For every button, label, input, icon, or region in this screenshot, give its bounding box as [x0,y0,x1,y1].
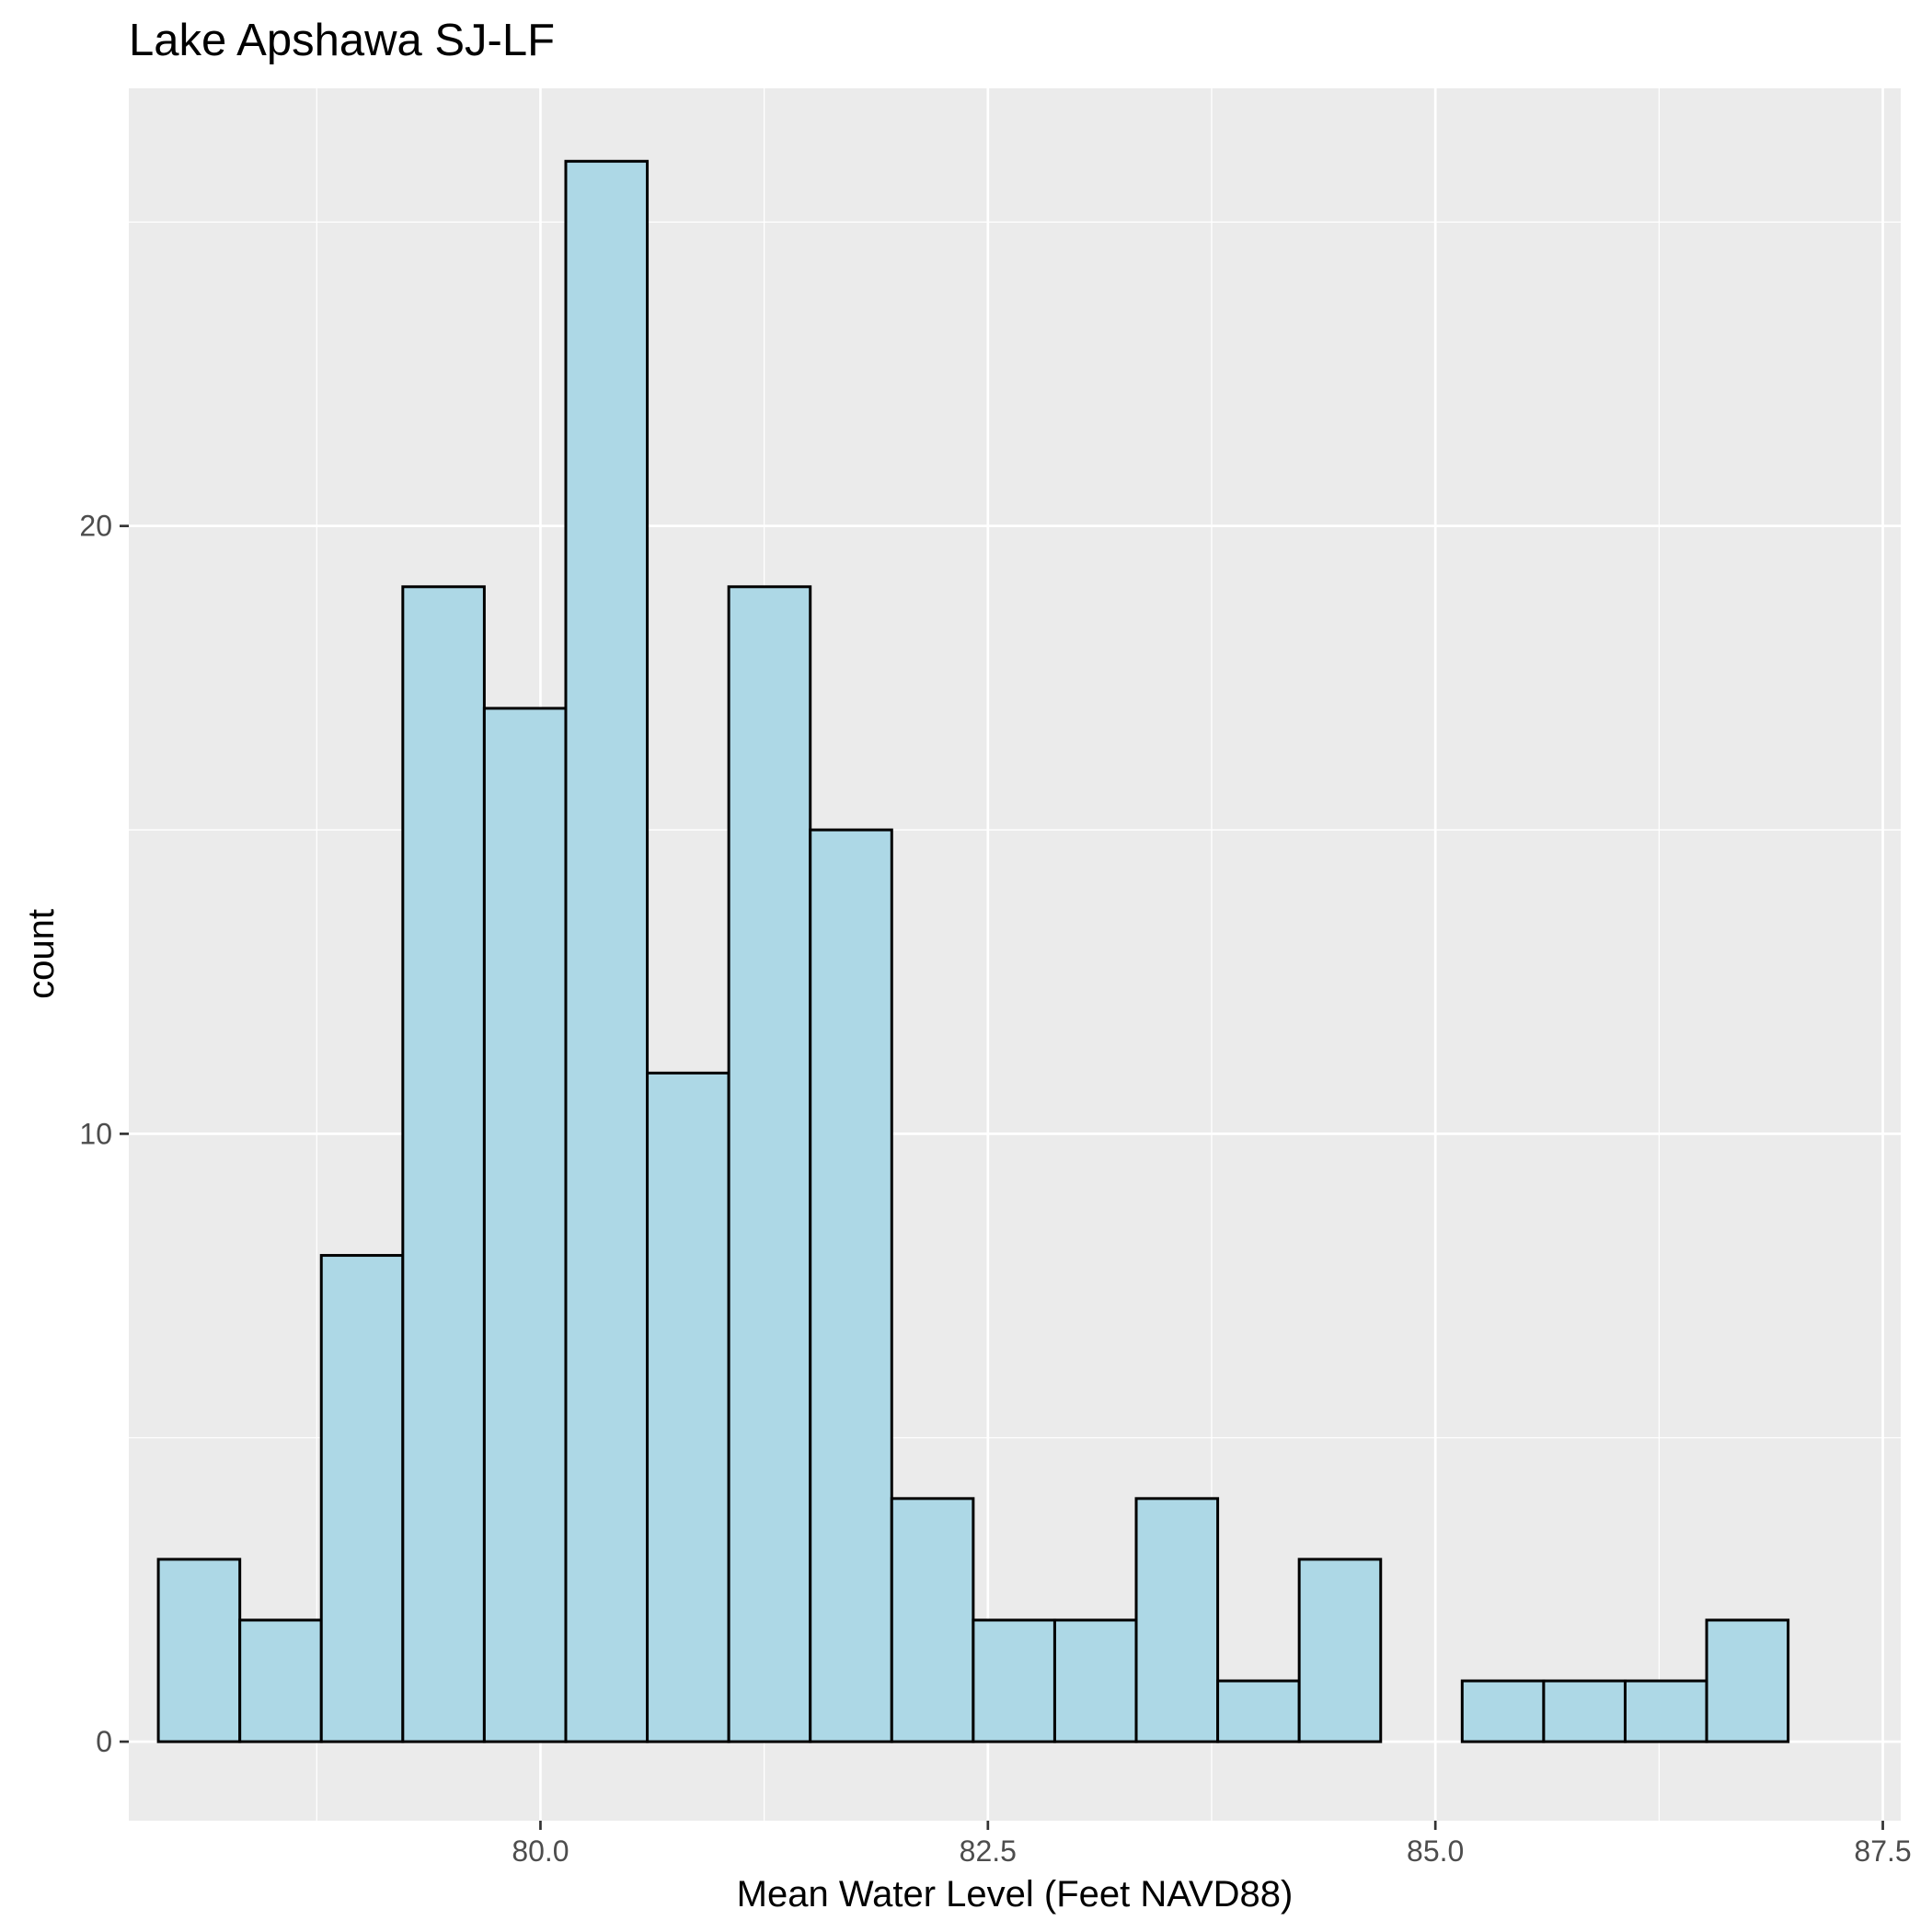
x-axis-title: Mean Water Level (Feet NAVD88) [737,1874,1294,1915]
x-axis: 80.0 82.5 85.0 87.5 [512,1821,1912,1868]
histogram-bar [1134,1497,1220,1743]
histogram-bars [156,159,1790,1743]
histogram-bar [1542,1679,1627,1743]
histogram-bar [319,1254,405,1743]
histogram-bar [1623,1679,1708,1743]
histogram-bar [1705,1618,1790,1743]
y-tick-label: 0 [96,1725,112,1758]
histogram-bar [972,1618,1056,1743]
y-tick-label: 20 [79,510,112,543]
histogram-bar [1297,1558,1383,1743]
histogram-bar [1216,1679,1301,1743]
y-axis: 0 10 20 [79,510,129,1758]
x-tick-label: 80.0 [512,1834,569,1868]
histogram-bar [1052,1618,1138,1743]
y-axis-title: count [21,909,62,999]
histogram-bar [727,585,812,1743]
x-tick-label: 85.0 [1407,1834,1464,1868]
chart-title: Lake Apshawa SJ-LF [129,16,555,65]
x-tick-label: 87.5 [1854,1834,1911,1868]
histogram-bar [156,1558,242,1743]
histogram-bar [238,1618,323,1743]
histogram-bar [890,1497,975,1743]
histogram-bar [401,585,486,1743]
histogram-bar [809,828,893,1743]
histogram-bar [564,159,650,1743]
histogram-bar [646,1071,730,1743]
y-tick-label: 10 [79,1117,112,1150]
histogram-bar [1460,1679,1546,1743]
histogram-bar [482,707,568,1743]
x-tick-label: 82.5 [960,1834,1017,1868]
